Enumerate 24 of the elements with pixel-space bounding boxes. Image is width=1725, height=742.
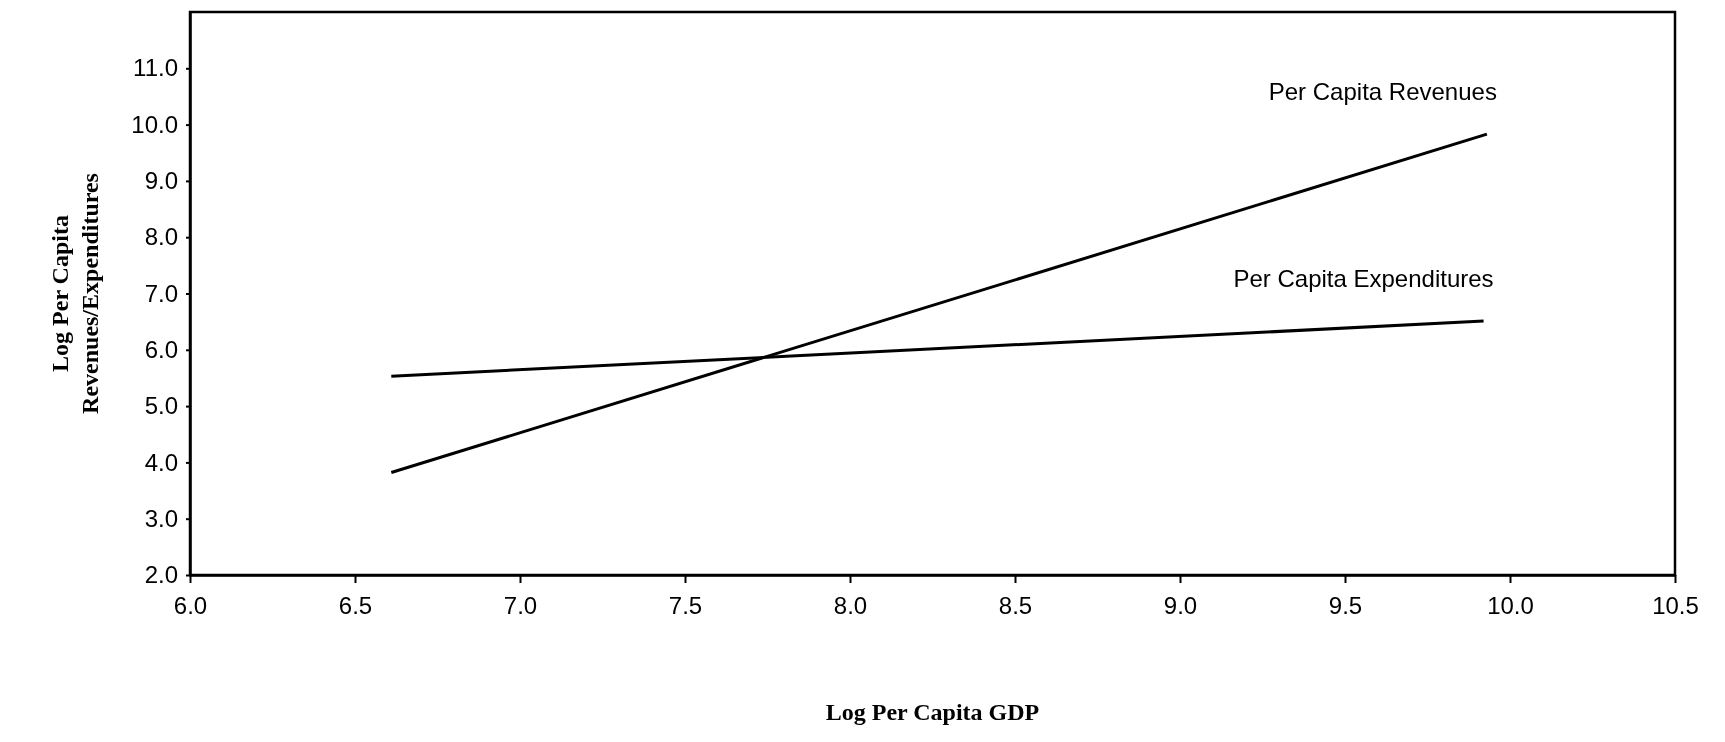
series-label: Per Capita Expenditures: [1233, 265, 1494, 293]
x-tick-label: 6.0: [173, 592, 208, 620]
y-tick-label: 2.0: [144, 561, 178, 589]
x-tick-label: 6.5: [338, 592, 373, 620]
y-tick-label: 5.0: [144, 392, 178, 420]
x-tick-label: 10.5: [1652, 592, 1699, 620]
y-tick-label: 8.0: [144, 223, 178, 251]
y-tick-label: 6.0: [144, 335, 178, 363]
y-axis-title: Log Per Capita Revenues/Expenditures: [47, 173, 103, 414]
x-axis-title: Log Per Capita GDP: [825, 699, 1040, 725]
y-tick-label: 4.0: [144, 448, 178, 476]
x-tick-label: 10.0: [1487, 592, 1534, 620]
x-tick-label: 9.0: [1163, 592, 1198, 620]
x-tick-label: 8.0: [833, 592, 868, 620]
y-tick-label: 9.0: [144, 167, 178, 195]
x-tick-label: 7.0: [503, 592, 538, 620]
y-tick-label: 10.0: [131, 110, 178, 138]
y-tick-label: 11.0: [133, 54, 178, 82]
y-tick-label: 3.0: [144, 504, 178, 532]
series-label: Per Capita Revenues: [1268, 78, 1497, 106]
x-tick-label: 7.5: [668, 592, 703, 620]
y-tick-label: 7.0: [144, 279, 178, 307]
x-tick-label: 8.5: [998, 592, 1033, 620]
x-tick-label: 9.5: [1328, 592, 1363, 620]
